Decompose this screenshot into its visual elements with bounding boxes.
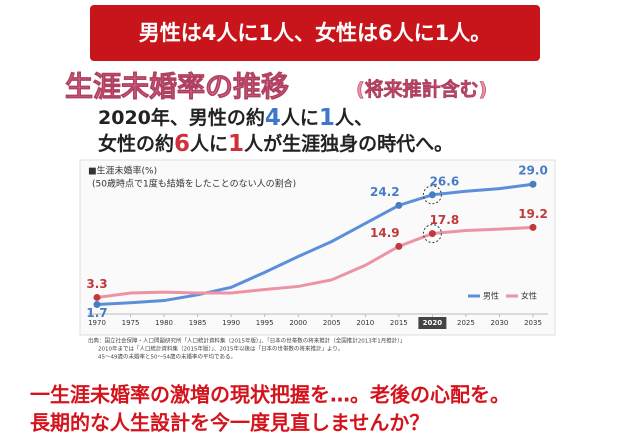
chart-subtitle: (50歳時点で1度も結婚をしたことのない人の割合) bbox=[92, 178, 296, 190]
legend-label: 男性 bbox=[483, 291, 499, 301]
point bbox=[428, 230, 436, 238]
point bbox=[395, 201, 403, 209]
x-tick-label: 1980 bbox=[155, 319, 173, 327]
data-label: 17.8 bbox=[430, 213, 460, 227]
source-note: 出典：国立社会保障・人口問題研究所「人口統計資料集（2015年版）」、「日本の世… bbox=[88, 337, 406, 345]
x-tick-label: 1990 bbox=[222, 319, 240, 327]
x-tick-label: 2025 bbox=[457, 319, 475, 327]
x-tick-label: 1995 bbox=[256, 319, 274, 327]
highlight-ring bbox=[422, 224, 442, 244]
x-tick-label: 2000 bbox=[289, 319, 307, 327]
title-note: (将来推計含む) bbox=[356, 78, 487, 101]
title: 生涯未婚率の推移 bbox=[65, 70, 289, 103]
lead-line: 女性の約6人に1人が生涯独身の時代へ。 bbox=[98, 131, 453, 157]
data-label: 24.2 bbox=[370, 185, 400, 199]
lead-emphasis: 1 bbox=[319, 105, 335, 131]
data-label: 26.6 bbox=[430, 174, 460, 188]
series-line bbox=[96, 225, 534, 299]
lead-text: 女性の約 bbox=[98, 132, 174, 155]
lead-text: 人に bbox=[190, 133, 228, 155]
x-tick-label: 2035 bbox=[524, 319, 542, 327]
footer-line: 一生涯未婚率の激増の現状把握を…。老後の心配を。 bbox=[30, 383, 510, 407]
lead-text: 2020年、男性の約 bbox=[98, 106, 265, 129]
footer-line: 長期的な人生設計を今一度見直しませんか？ bbox=[30, 411, 429, 435]
point bbox=[428, 191, 436, 199]
x-tick-label: 2030 bbox=[491, 319, 509, 327]
point bbox=[93, 293, 101, 301]
data-label: 29.0 bbox=[518, 164, 548, 178]
data-label: 1.7 bbox=[86, 306, 107, 320]
lead-emphasis: 6 bbox=[174, 131, 190, 157]
lead-emphasis: 1 bbox=[228, 131, 244, 157]
data-label: 14.9 bbox=[370, 226, 400, 240]
x-tick-highlight bbox=[418, 317, 447, 329]
banner-box bbox=[90, 5, 540, 61]
x-tick-label: 1975 bbox=[122, 319, 140, 327]
x-tick-label: 2015 bbox=[390, 319, 408, 327]
lead-emphasis: 4 bbox=[265, 105, 281, 131]
data-label: 3.3 bbox=[86, 277, 107, 291]
source-note: 2010年までは「人口統計資料集（2015年版）」、2015年以後は「日本の世帯… bbox=[98, 345, 343, 353]
highlight-ring bbox=[422, 185, 442, 205]
legend-label: 女性 bbox=[521, 291, 537, 301]
x-tick-label: 2020 bbox=[423, 319, 443, 327]
lead-line: 2020年、男性の約4人に1人、 bbox=[98, 105, 373, 131]
lead-text: 人に bbox=[281, 107, 319, 129]
lead-text: 人、 bbox=[335, 107, 373, 129]
x-tick-label: 2005 bbox=[323, 319, 341, 327]
x-tick-label: 1970 bbox=[88, 319, 106, 327]
point bbox=[529, 223, 537, 231]
source-note: 45〜49歳の未婚率と50〜54歳の未婚率の平均である。 bbox=[98, 353, 236, 361]
x-tick-label: 2010 bbox=[356, 319, 374, 327]
x-tick-label: 1985 bbox=[189, 319, 207, 327]
point bbox=[395, 242, 403, 250]
point bbox=[529, 180, 537, 188]
series-line bbox=[96, 182, 534, 307]
lead-text: 人が生涯独身の時代へ。 bbox=[244, 132, 453, 155]
point bbox=[93, 301, 101, 309]
data-label: 19.2 bbox=[518, 207, 548, 221]
chart-title: ■生涯未婚率(%) bbox=[88, 165, 157, 177]
banner: 男性は4人に1人、女性は6人に1人。 bbox=[139, 21, 491, 45]
